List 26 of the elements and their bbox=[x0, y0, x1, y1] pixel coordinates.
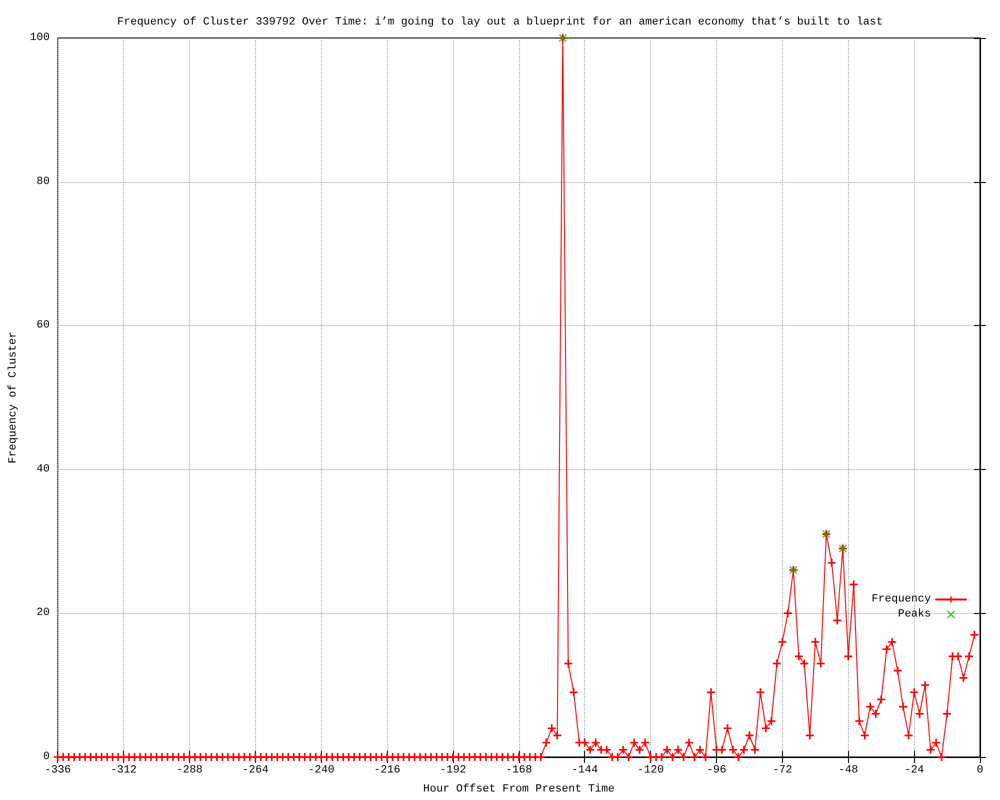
y-tick-label: 40 bbox=[36, 463, 50, 476]
x-tick-label: -120 bbox=[637, 764, 664, 776]
x-tick-label: -144 bbox=[572, 764, 598, 776]
x-tick-label: -216 bbox=[374, 764, 400, 776]
x-tick-label: -336 bbox=[44, 764, 71, 776]
y-tick-label: 80 bbox=[36, 176, 50, 188]
y-tick-label: 20 bbox=[36, 607, 50, 620]
x-tick-label: -312 bbox=[110, 764, 137, 776]
x-tick-label: -288 bbox=[176, 764, 203, 776]
x-tick-label: -264 bbox=[242, 764, 269, 776]
x-tick-label: -48 bbox=[838, 764, 858, 776]
x-tick-label: 0 bbox=[976, 764, 984, 776]
chart-title: Frequency of Cluster 339792 Over Time: i’m going to lay out a blueprint for an american economy that’s built to last bbox=[117, 16, 883, 28]
x-axis-title: Hour Offset From Present Time bbox=[423, 784, 615, 796]
x-tick-label: -240 bbox=[308, 764, 334, 776]
y-axis-title: Frequency of Cluster bbox=[8, 331, 20, 464]
x-tick-label: -96 bbox=[706, 764, 726, 776]
legend-label: Frequency bbox=[872, 594, 932, 606]
y-tick-label: 0 bbox=[43, 751, 50, 763]
x-tick-label: -168 bbox=[506, 764, 532, 776]
x-tick-label: -192 bbox=[440, 764, 466, 776]
legend-label: Peaks bbox=[898, 608, 931, 620]
x-tick-label: -72 bbox=[772, 764, 792, 776]
x-tick-label: -24 bbox=[904, 764, 924, 776]
y-tick-label: 100 bbox=[30, 32, 50, 44]
y-tick-label: 60 bbox=[36, 320, 50, 332]
